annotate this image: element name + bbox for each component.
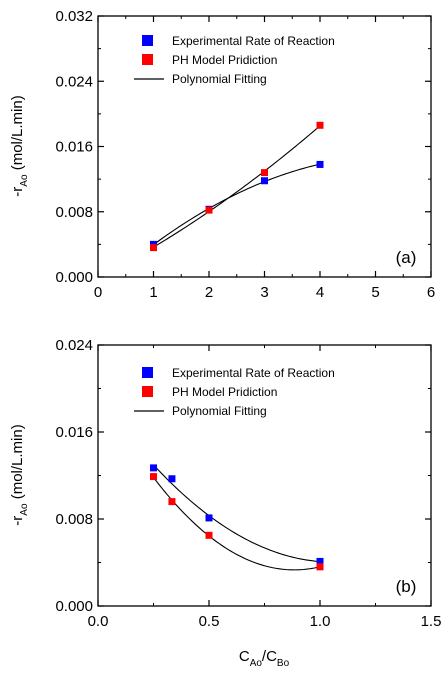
- x-axis-title-sub: Ao: [250, 658, 263, 669]
- legend-label: Polynomial Fitting: [172, 404, 267, 418]
- panel-label: (a): [396, 248, 417, 267]
- x-tick-label: 2: [205, 284, 213, 301]
- fit-curve-experimental: [153, 464, 321, 563]
- model-data-point: [261, 169, 268, 177]
- legend-marker-square: [142, 367, 153, 378]
- x-tick-label: 1.5: [421, 613, 442, 630]
- x-tick-label: 1.0: [310, 613, 331, 630]
- y-axis-title: -rAo (mol/L.min): [9, 95, 30, 196]
- y-axis-title-main: -r: [9, 187, 26, 197]
- x-tick-label: 1: [149, 284, 157, 301]
- x-tick-label: 0.0: [88, 613, 109, 630]
- fit-curve-experimental: [153, 163, 321, 246]
- y-tick-label: 0.024: [55, 73, 93, 90]
- legend-label: PH Model Pridiction: [172, 385, 277, 399]
- experimental-data-point: [168, 475, 176, 483]
- legend: Experimental Rate of Reaction PH Model Pr…: [134, 34, 335, 86]
- x-axis-title-sub2: Bo: [277, 658, 290, 669]
- x-tick-label: 0: [94, 284, 102, 301]
- y-axis-title-sub: Ao: [19, 174, 30, 187]
- legend-label: PH Model Pridiction: [172, 53, 277, 67]
- experimental-data-point: [150, 464, 157, 472]
- y-tick-label: 0.032: [55, 8, 93, 25]
- y-tick-label: 0.008: [55, 511, 93, 528]
- y-axis-title-unit: (mol/L.min): [9, 95, 26, 174]
- y-tick-label: 0.000: [55, 269, 93, 286]
- legend-marker-square: [142, 54, 153, 65]
- y-tick-label: 0.024: [55, 337, 93, 354]
- y-axis-title: -rAo (mol/L.min): [9, 424, 30, 525]
- legend-marker-square: [142, 386, 153, 397]
- legend-marker-square: [142, 35, 153, 46]
- x-tick-label: 0.5: [199, 613, 220, 630]
- model-data-point: [150, 244, 157, 252]
- x-tick-label: 4: [316, 284, 324, 301]
- chart-panel-a: 0 1 2 3 4 5 6 0.000 0.008 0.016 0.024 0.032 -rAo (mo…: [9, 8, 435, 301]
- y-tick-label: 0.016: [55, 139, 93, 156]
- x-axis-title-main: C: [239, 648, 250, 665]
- x-tick-label: 6: [427, 284, 435, 301]
- legend-label: Polynomial Fitting: [172, 72, 267, 86]
- legend-label: Experimental Rate of Reaction: [172, 34, 335, 48]
- model-data-point: [316, 563, 324, 571]
- y-tick-label: 0.000: [55, 598, 93, 615]
- x-tick-label: 3: [260, 284, 268, 301]
- model-data-point: [205, 531, 213, 539]
- model-data-point: [150, 473, 157, 481]
- x-tick-label: 5: [371, 284, 379, 301]
- y-tick-label: 0.016: [55, 424, 93, 441]
- y-axis-title-main: -r: [9, 516, 26, 526]
- x-axis-title-sep: /C: [262, 648, 277, 665]
- y-axis-title-sub: Ao: [19, 503, 30, 516]
- legend-label: Experimental Rate of Reaction: [172, 366, 335, 380]
- x-axis-title: CAo/CBo: [239, 648, 290, 669]
- model-data-point: [168, 498, 176, 506]
- y-tick-label: 0.008: [55, 204, 93, 221]
- experimental-data-point: [316, 160, 324, 168]
- model-data-point: [316, 121, 324, 129]
- fit-curve-model: [153, 477, 321, 571]
- experimental-data-point: [261, 177, 268, 185]
- y-axis-title-unit: (mol/L.min): [9, 424, 26, 503]
- fit-curve-model: [153, 125, 321, 248]
- experimental-data-point: [316, 557, 324, 565]
- model-data-point: [205, 206, 213, 214]
- panel-label: (b): [396, 577, 417, 596]
- legend: Experimental Rate of Reaction PH Model Pr…: [134, 366, 335, 418]
- experimental-data-point: [205, 514, 213, 522]
